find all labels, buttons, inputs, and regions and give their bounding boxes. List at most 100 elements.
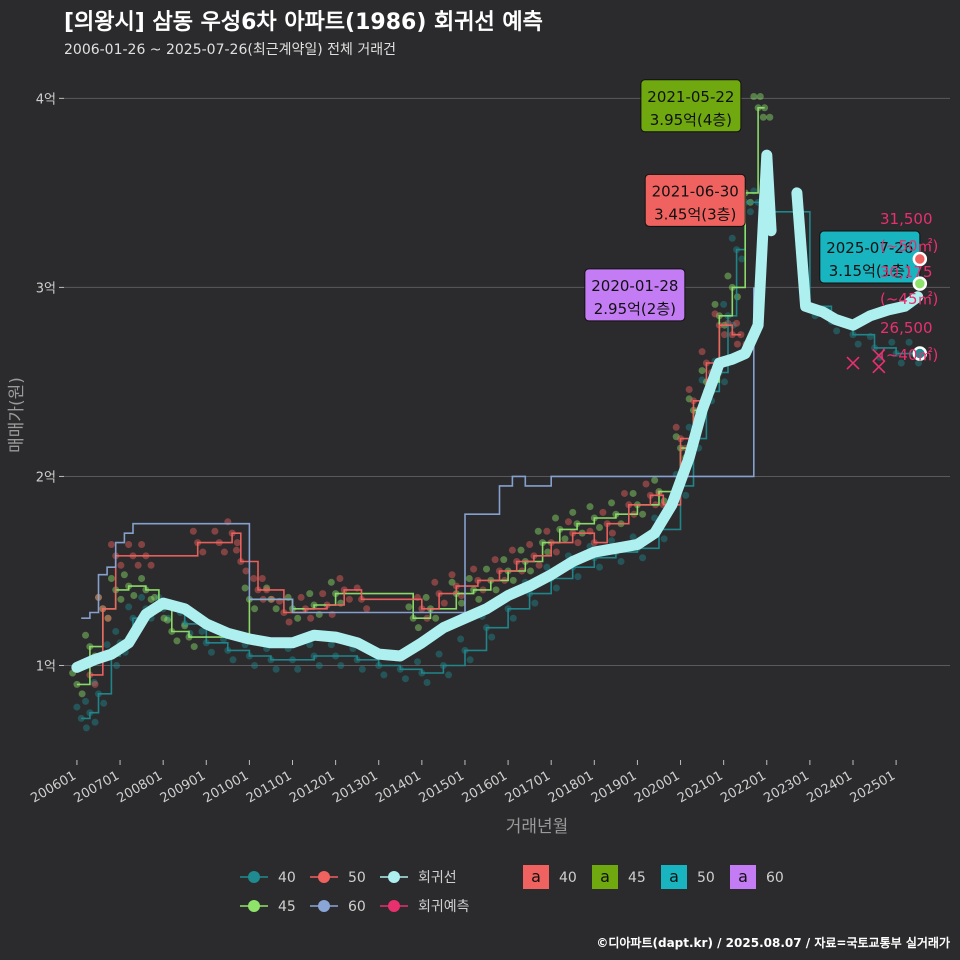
series-40-dot xyxy=(164,614,172,622)
legend-swatch-label: 50 xyxy=(697,870,715,886)
x-tick-label: 200601 xyxy=(28,768,78,806)
series-40-dot xyxy=(543,563,551,571)
legend-swatch-glyph: a xyxy=(738,867,748,886)
series-50-dot xyxy=(117,561,125,569)
series-45-dot xyxy=(138,575,146,583)
legend-item-regression: 회귀선 xyxy=(380,870,457,886)
series-50-dot xyxy=(363,605,371,613)
x-tick-label: 201301 xyxy=(330,768,380,806)
annotation-price: 3.95억(4층) xyxy=(650,111,732,129)
series-40-dot xyxy=(488,633,496,641)
series-45-dot xyxy=(306,590,314,598)
legend-dot xyxy=(248,900,260,912)
series-45-dot xyxy=(82,631,90,639)
series-50-dot xyxy=(91,680,99,688)
series-50-dot xyxy=(470,565,478,573)
series-40-dot xyxy=(629,533,637,541)
series-50-dot xyxy=(599,508,607,516)
series-50-dot xyxy=(258,575,266,583)
legend-label: 45 xyxy=(278,899,296,915)
legend-dot xyxy=(388,871,400,883)
series-45-dot xyxy=(534,527,542,535)
legend-dot xyxy=(318,900,330,912)
y-tick-label: 3억 xyxy=(36,281,56,296)
series-45-dot xyxy=(130,592,138,600)
series-45-dot xyxy=(733,293,741,301)
annotation-date: 2021-05-22 xyxy=(647,88,734,106)
series-40-dot xyxy=(639,554,647,562)
series-50-dot xyxy=(733,340,741,348)
legend-swatch xyxy=(661,865,687,889)
series-45-dot xyxy=(327,578,335,586)
cancelled-mark xyxy=(872,348,886,363)
series-45-dot xyxy=(761,104,769,112)
series-40-dot xyxy=(905,338,913,346)
x-tick-label: 202401 xyxy=(805,768,855,806)
series-45-dot xyxy=(526,567,534,575)
series-45-dot xyxy=(241,584,249,592)
legend-swatch xyxy=(592,865,618,889)
series-40-dot xyxy=(728,234,736,242)
series-45-dot xyxy=(711,300,719,308)
x-tick-label: 201401 xyxy=(373,768,423,806)
series-50-dot xyxy=(574,539,582,547)
series-45-dot xyxy=(586,503,594,511)
series-40-dot xyxy=(207,648,215,656)
legend-label: 50 xyxy=(348,870,366,886)
series-50-dot xyxy=(431,578,439,586)
series-50-dot xyxy=(336,575,344,583)
series-50-dot xyxy=(535,561,543,569)
series-45-dot xyxy=(272,605,280,613)
series-45-dot xyxy=(465,575,473,583)
series-50-dot xyxy=(642,480,650,488)
prediction-value: 26,500 xyxy=(880,319,933,337)
series-45-dot xyxy=(672,433,680,441)
cancelled-mark xyxy=(872,360,886,374)
series-50-dot xyxy=(104,614,112,622)
x-tick-label: 201801 xyxy=(546,768,596,806)
series-45-dot xyxy=(750,92,758,100)
legend-label: 회귀예측 xyxy=(418,899,470,915)
legend-item-60: 60 xyxy=(310,899,366,915)
series-40-dot xyxy=(721,378,729,386)
series-45-dot xyxy=(483,565,491,573)
series-40-dot xyxy=(401,675,409,683)
series-45-dot xyxy=(759,113,767,121)
annotation-label: 2021-06-30 3.45억(3층) xyxy=(644,173,746,227)
legend-dot xyxy=(248,871,260,883)
legend-label: 40 xyxy=(278,870,296,886)
series-50-dot xyxy=(552,548,560,556)
series-50-dot xyxy=(448,571,456,579)
credit-line: ©디아파트(dapt.kr) / 2025.08.07 / 자료=국토교통부 실… xyxy=(596,936,950,950)
series-45-dot xyxy=(117,595,125,603)
series-40-dot xyxy=(466,656,474,664)
x-tick-label: 201701 xyxy=(503,768,553,806)
prediction-point xyxy=(912,346,928,361)
series-50-dot xyxy=(189,527,197,535)
series-45-dot xyxy=(517,546,525,554)
y-axis-title: 매매가(원) xyxy=(7,377,27,453)
series-45-dot xyxy=(492,586,500,594)
x-tick-label: 201201 xyxy=(287,768,337,806)
series-50-dot xyxy=(620,489,628,497)
y-tick-label: 4억 xyxy=(36,92,56,107)
series-40-dot xyxy=(457,635,465,643)
x-tick-label: 200701 xyxy=(72,768,122,806)
series-50-dot xyxy=(107,540,115,548)
series-40-dot xyxy=(574,573,582,581)
series-50-dot xyxy=(319,590,327,598)
series-40-dot xyxy=(888,338,896,346)
series-50-dot xyxy=(543,527,551,535)
annotation-price: 2.95억(2층) xyxy=(594,300,676,318)
series-45-dot xyxy=(294,614,302,622)
chart-title: [의왕시] 삼동 우성6차 아파트(1986) 회귀선 예측 xyxy=(64,10,543,35)
series-45-dot xyxy=(509,576,517,584)
series-40-dot xyxy=(294,665,302,673)
series-45-dot xyxy=(475,595,483,603)
annotation-box xyxy=(644,173,746,227)
series-40-dot xyxy=(617,558,625,566)
legend-item-prediction: 회귀예측 xyxy=(380,899,470,915)
prediction-area: (~45㎡) xyxy=(880,290,938,308)
series-45-dot xyxy=(595,523,603,531)
